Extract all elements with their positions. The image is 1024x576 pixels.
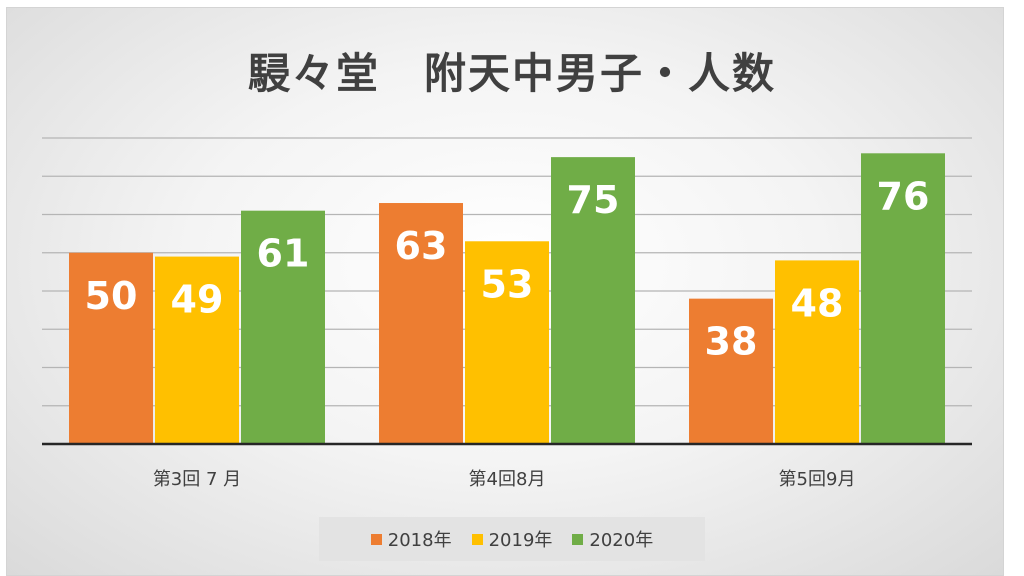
- legend-swatch-2018: [370, 533, 382, 545]
- legend-item-2019: 2019年: [471, 526, 553, 552]
- data-label: 38: [705, 320, 758, 364]
- chart-title: 駸々堂 附天中男子・人数: [247, 49, 776, 98]
- bar-2018年-1: [379, 203, 463, 444]
- bar-2019年-0: [155, 256, 239, 444]
- data-label: 63: [395, 224, 448, 268]
- data-label: 50: [85, 274, 138, 318]
- x-tick-label: 第5回9月: [779, 469, 856, 490]
- data-label: 75: [567, 178, 620, 222]
- x-tick-label: 第3回 7 月: [153, 469, 241, 490]
- data-label: 48: [791, 281, 844, 325]
- bar-2019年-2: [775, 260, 859, 444]
- data-label: 53: [481, 262, 534, 306]
- bar-2018年-2: [689, 298, 773, 444]
- legend-item-2018: 2018年: [370, 526, 452, 552]
- legend-label-2018: 2018年: [387, 530, 452, 551]
- legend-item-2020: 2020年: [572, 526, 653, 552]
- bar-2019年-1: [465, 241, 549, 444]
- bar-2020年-2: [861, 153, 945, 445]
- chart-legend: 2018年 2019年 2020年: [319, 517, 705, 561]
- data-label: 49: [171, 278, 224, 322]
- legend-label-2019: 2019年: [488, 530, 553, 551]
- x-tick-label: 第4回8月: [469, 469, 546, 490]
- legend-swatch-2020: [572, 533, 584, 545]
- bar-2020年-0: [241, 210, 325, 444]
- data-label: 61: [257, 232, 310, 276]
- bar-2018年-0: [69, 252, 153, 444]
- legend-swatch-2019: [471, 533, 483, 545]
- bar-2020年-1: [551, 157, 635, 444]
- data-label: 76: [877, 174, 930, 218]
- legend-label-2020: 2020年: [589, 530, 654, 551]
